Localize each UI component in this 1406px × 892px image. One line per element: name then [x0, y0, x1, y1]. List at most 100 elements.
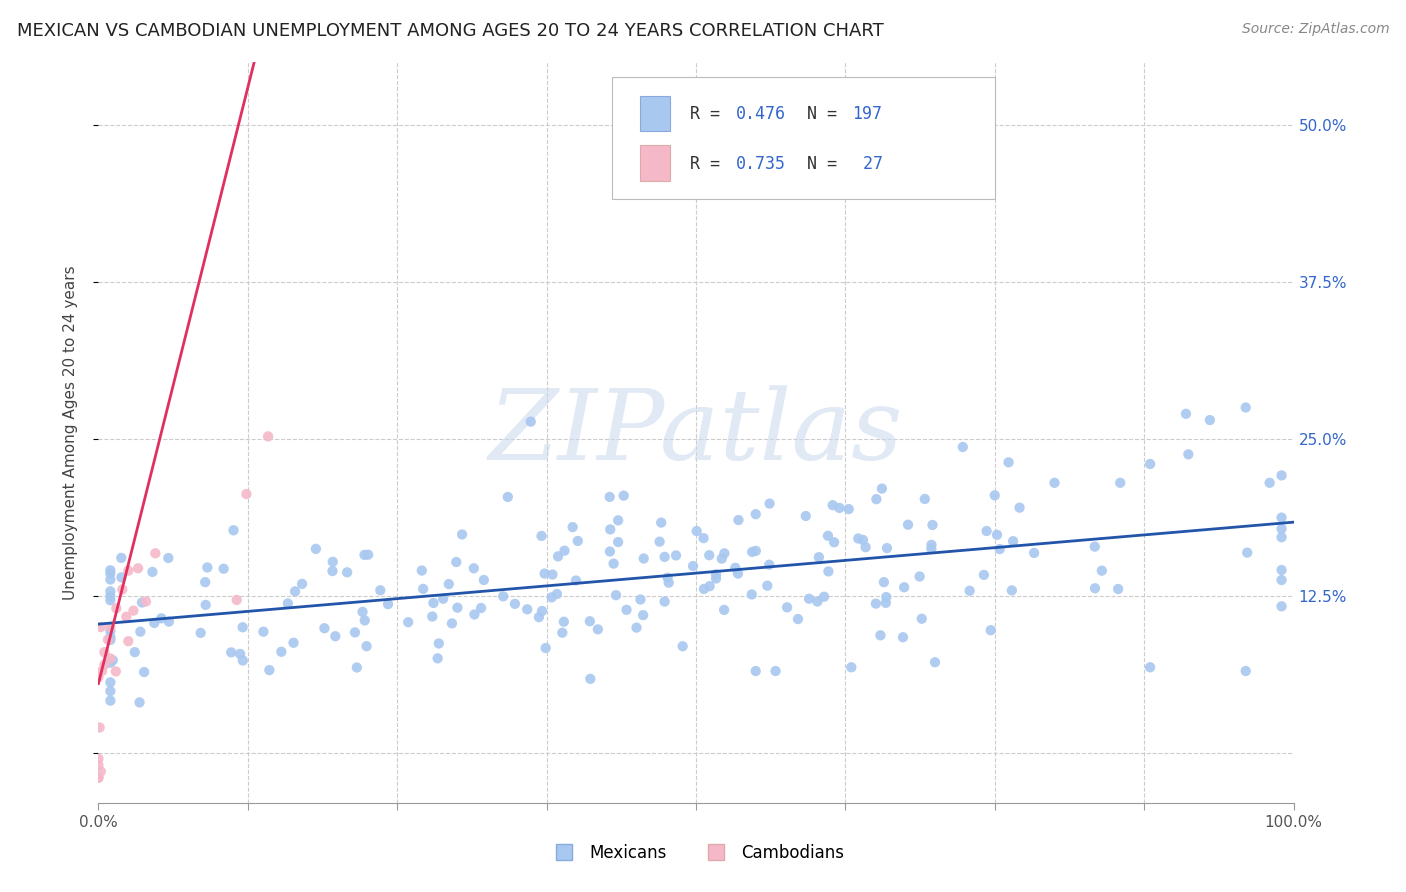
Point	[817, 529, 839, 543]
Point	[547, 549, 569, 564]
Point	[212, 562, 235, 576]
Point	[122, 604, 145, 618]
Point	[920, 538, 942, 552]
Point	[873, 575, 896, 590]
FancyBboxPatch shape	[613, 78, 995, 200]
Point	[924, 655, 946, 669]
Point	[143, 615, 166, 630]
Point	[98, 566, 122, 581]
Point	[911, 612, 934, 626]
Text: 0.735: 0.735	[735, 155, 786, 173]
Point	[1234, 401, 1257, 415]
Point	[665, 549, 688, 563]
Point	[797, 591, 820, 606]
Point	[346, 660, 368, 674]
Point	[1271, 563, 1294, 577]
Point	[117, 634, 139, 648]
Point	[765, 664, 787, 678]
Point	[432, 591, 454, 606]
Point	[893, 580, 915, 594]
Point	[891, 630, 914, 644]
Point	[470, 601, 492, 615]
Point	[787, 612, 810, 626]
Point	[776, 600, 799, 615]
Point	[93, 657, 115, 672]
Point	[654, 594, 676, 608]
Point	[546, 587, 568, 601]
Point	[980, 624, 1002, 638]
Point	[1258, 475, 1281, 490]
Point	[463, 607, 485, 622]
Point	[828, 500, 851, 515]
Point	[697, 548, 720, 562]
Point	[713, 546, 735, 560]
Point	[852, 533, 875, 547]
Point	[134, 665, 156, 679]
Point	[90, 764, 112, 779]
Point	[870, 482, 893, 496]
Point	[503, 597, 526, 611]
Point	[157, 551, 180, 566]
Point	[87, 670, 110, 684]
Point	[1139, 660, 1161, 674]
Point	[229, 647, 252, 661]
Point	[98, 632, 122, 647]
Point	[426, 651, 449, 665]
Point	[1024, 546, 1046, 560]
Point	[692, 531, 714, 545]
Point	[710, 551, 733, 566]
Point	[93, 645, 115, 659]
Point	[98, 584, 122, 599]
Point	[533, 566, 555, 581]
Point	[1107, 582, 1129, 596]
Point	[794, 508, 817, 523]
Point	[472, 573, 495, 587]
Point	[190, 626, 212, 640]
Bar	[640, 145, 669, 181]
Point	[91, 664, 114, 678]
Point	[745, 507, 768, 521]
Point	[605, 588, 627, 602]
Point	[98, 624, 122, 638]
Point	[98, 693, 122, 707]
Point	[87, 771, 110, 785]
Point	[321, 564, 343, 578]
Point	[988, 542, 1011, 557]
Point	[672, 640, 695, 654]
Point	[98, 684, 122, 698]
Point	[87, 758, 110, 772]
Point	[131, 595, 153, 609]
Point	[1234, 664, 1257, 678]
Point	[541, 567, 564, 582]
Point	[741, 587, 763, 601]
Point	[1008, 500, 1031, 515]
Point	[519, 415, 541, 429]
Point	[530, 529, 553, 543]
Point	[1271, 573, 1294, 587]
Point	[463, 561, 485, 575]
Point	[875, 590, 897, 604]
Point	[578, 614, 600, 628]
Point	[633, 551, 655, 566]
Text: R =: R =	[690, 155, 730, 173]
Point	[553, 543, 575, 558]
Point	[111, 582, 134, 597]
Point	[129, 624, 152, 639]
Point	[599, 523, 621, 537]
Point	[865, 597, 887, 611]
Point	[1271, 510, 1294, 524]
Point	[1175, 407, 1198, 421]
Point	[699, 579, 721, 593]
Point	[101, 653, 124, 667]
Bar	[640, 95, 669, 131]
Point	[657, 571, 679, 585]
Point	[1271, 522, 1294, 536]
Point	[357, 548, 380, 562]
Point	[586, 623, 609, 637]
Point	[823, 535, 845, 549]
Point	[135, 594, 157, 608]
Point	[143, 546, 166, 560]
Point	[98, 589, 122, 603]
Point	[277, 597, 299, 611]
Point	[976, 524, 998, 538]
